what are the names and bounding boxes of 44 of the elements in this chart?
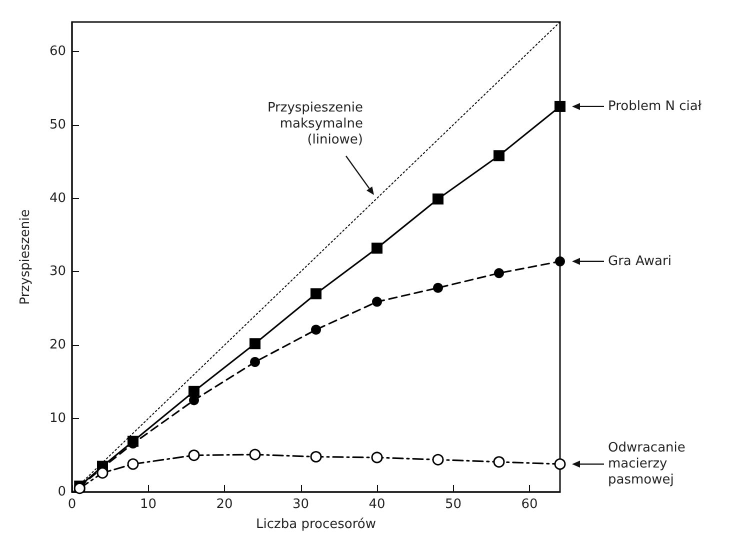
- point: [554, 458, 566, 470]
- x-tick-label: 50: [444, 497, 462, 512]
- x-tick-label: 60: [521, 497, 538, 512]
- text: maksymalne (liniowe): [280, 116, 363, 148]
- point: [372, 242, 382, 254]
- point: [188, 450, 200, 462]
- point: [249, 448, 261, 460]
- text: Gra Awari: [608, 254, 672, 269]
- x-tick-label: 40: [368, 497, 386, 512]
- x-tick-label: 0: [68, 497, 76, 512]
- y-tick-label: 30: [49, 264, 66, 280]
- y-tick-label: 60: [49, 44, 66, 59]
- x-tick-label: 30: [292, 497, 310, 512]
- point: [310, 288, 322, 300]
- point: [554, 100, 566, 112]
- point: [433, 282, 443, 293]
- x-tick-label: 10: [140, 497, 157, 512]
- y-tick-label: 50: [49, 117, 66, 132]
- y-tick-label: 20: [49, 338, 66, 353]
- point: [310, 451, 322, 462]
- point: [493, 456, 505, 468]
- point: [555, 256, 565, 266]
- y-tick-label: 40: [49, 190, 66, 206]
- point: [127, 458, 139, 470]
- point: [372, 296, 382, 307]
- y-tick-label: 10: [49, 411, 66, 426]
- point: [432, 454, 444, 466]
- point: [371, 452, 383, 464]
- text: Przyspieszenie: [18, 209, 33, 305]
- point: [311, 324, 321, 335]
- point: [189, 395, 199, 406]
- y-axis-title: Przyspieszenie: [267, 100, 363, 116]
- text: Problem N ciał: [608, 98, 702, 114]
- y-tick-label: 0: [58, 484, 66, 500]
- point: [96, 467, 108, 479]
- point: [494, 268, 504, 278]
- x-axis-title: Liczba procesorów: [256, 517, 376, 532]
- point: [250, 357, 260, 368]
- text: Odwracanie macierzy pasmowej: [608, 440, 690, 488]
- x-tick-label: 20: [216, 497, 233, 512]
- point: [188, 386, 200, 397]
- point: [250, 338, 260, 350]
- point: [432, 193, 444, 204]
- point: [494, 150, 504, 162]
